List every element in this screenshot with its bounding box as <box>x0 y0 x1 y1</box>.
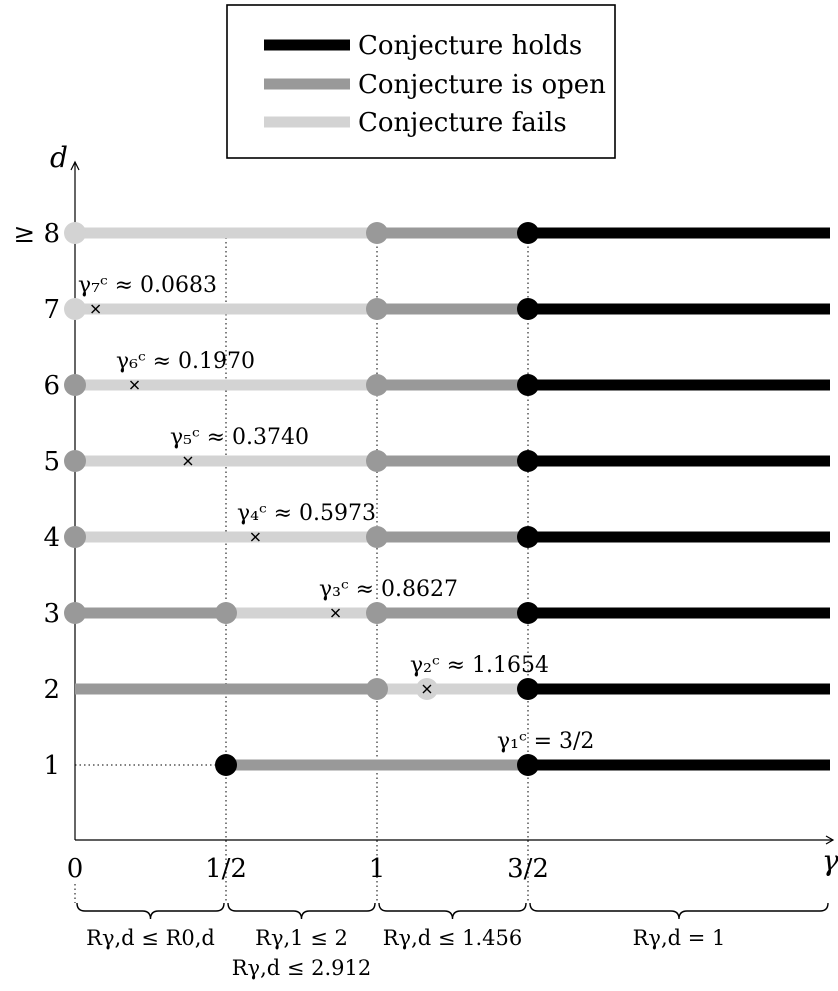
brace-label: Rγ,d = 1 <box>633 926 726 950</box>
critical-label-d4: γ₄ᶜ ≈ 0.5973 <box>237 501 376 526</box>
y-tick-label: ≥ 8 <box>13 219 60 249</box>
x-tick-label: 1/2 <box>205 854 247 884</box>
row-d1 <box>215 754 830 776</box>
row-d5 <box>64 450 830 472</box>
point-holds <box>517 602 539 624</box>
point-open <box>366 678 388 700</box>
point-fails <box>64 298 86 320</box>
critical-marker <box>250 532 260 542</box>
legend-label-open: Conjecture is open <box>358 70 606 100</box>
row-d8 <box>64 222 830 244</box>
legend-label-holds: Conjecture holds <box>358 31 582 61</box>
point-open <box>215 602 237 624</box>
y-tick-labels: 1 2 3 4 5 6 7 ≥ 8 <box>13 219 60 781</box>
critical-label-d7: γ₇ᶜ ≈ 0.0683 <box>78 273 217 298</box>
critical-label-d6: γ₆ᶜ ≈ 0.1970 <box>116 349 255 374</box>
row-d3 <box>64 602 830 624</box>
y-tick-label: 1 <box>43 751 60 781</box>
guide-lines <box>74 233 529 903</box>
y-tick-label: 2 <box>43 675 60 705</box>
brace-group: Rγ,1 ≤ 2 Rγ,d ≤ 2.912 <box>227 902 376 980</box>
row-d2 <box>75 678 830 700</box>
point-open <box>64 450 86 472</box>
critical-labels: γ₁ᶜ = 3/2 γ₂ᶜ ≈ 1.1654 γ₃ᶜ ≈ 0.8627 γ₄ᶜ ≈ 0… <box>78 273 594 754</box>
critical-marker <box>183 456 193 466</box>
point-open <box>64 374 86 396</box>
point-holds <box>517 298 539 320</box>
data-rows <box>64 222 830 776</box>
x-axis-arrow <box>825 835 835 845</box>
row-d6 <box>64 374 830 396</box>
point-open <box>64 602 86 624</box>
point-open <box>64 526 86 548</box>
point-holds <box>517 526 539 548</box>
legend-label-fails: Conjecture fails <box>358 108 567 138</box>
x-tick-label: 3/2 <box>507 854 549 884</box>
critical-marker <box>422 684 432 694</box>
x-tick-label: 0 <box>67 854 84 884</box>
point-holds <box>517 754 539 776</box>
brace-label: Rγ,1 ≤ 2 <box>255 926 348 950</box>
row-d4 <box>64 526 830 548</box>
x-tick-labels: 0 1/2 1 3/2 <box>67 854 549 884</box>
critical-marker <box>129 380 139 390</box>
critical-label-d2: γ₂ᶜ ≈ 1.1654 <box>410 653 549 678</box>
brace-label: Rγ,d ≤ 2.912 <box>232 956 372 980</box>
y-tick-label: 7 <box>43 295 60 325</box>
brace <box>76 902 225 920</box>
point-open <box>366 602 388 624</box>
brace <box>378 902 527 920</box>
point-open <box>366 298 388 320</box>
x-tick-label: 1 <box>369 854 386 884</box>
legend: Conjecture holds Conjecture is open Conj… <box>226 4 616 159</box>
point-holds <box>517 222 539 244</box>
brace-label: Rγ,d ≤ 1.456 <box>383 926 523 950</box>
y-axis-label: d <box>50 141 68 174</box>
y-tick-label: 4 <box>43 523 60 553</box>
brace <box>227 902 376 920</box>
point-holds <box>517 678 539 700</box>
y-axis-arrow <box>70 160 80 171</box>
brace-group: Rγ,d = 1 <box>529 902 829 950</box>
point-open <box>366 450 388 472</box>
critical-marker <box>331 608 341 618</box>
brace-group: Rγ,d ≤ 1.456 <box>378 902 527 950</box>
region-braces: Rγ,d ≤ R0,d Rγ,1 ≤ 2 Rγ,d ≤ 2.912 Rγ,d ≤ 1.… <box>76 902 829 980</box>
brace <box>529 902 829 920</box>
brace-label: Rγ,d ≤ R0,d <box>86 926 215 950</box>
point-holds <box>517 450 539 472</box>
critical-label-d5: γ₅ᶜ ≈ 0.3740 <box>170 425 309 450</box>
point-fails <box>64 222 86 244</box>
point-open <box>366 374 388 396</box>
x-axis-label: γ <box>822 844 838 877</box>
critical-label-d3: γ₃ᶜ ≈ 0.8627 <box>319 577 458 602</box>
point-holds <box>517 374 539 396</box>
critical-marker <box>91 304 101 314</box>
y-tick-label: 5 <box>43 447 60 477</box>
axes: d γ <box>50 141 838 877</box>
point-open <box>366 222 388 244</box>
y-tick-label: 3 <box>43 599 60 629</box>
y-tick-label: 6 <box>43 371 60 401</box>
point-open <box>366 526 388 548</box>
row-d7 <box>64 298 830 320</box>
critical-label-d1: γ₁ᶜ = 3/2 <box>497 729 594 754</box>
point-holds <box>215 754 237 776</box>
brace-group: Rγ,d ≤ R0,d <box>76 902 225 950</box>
